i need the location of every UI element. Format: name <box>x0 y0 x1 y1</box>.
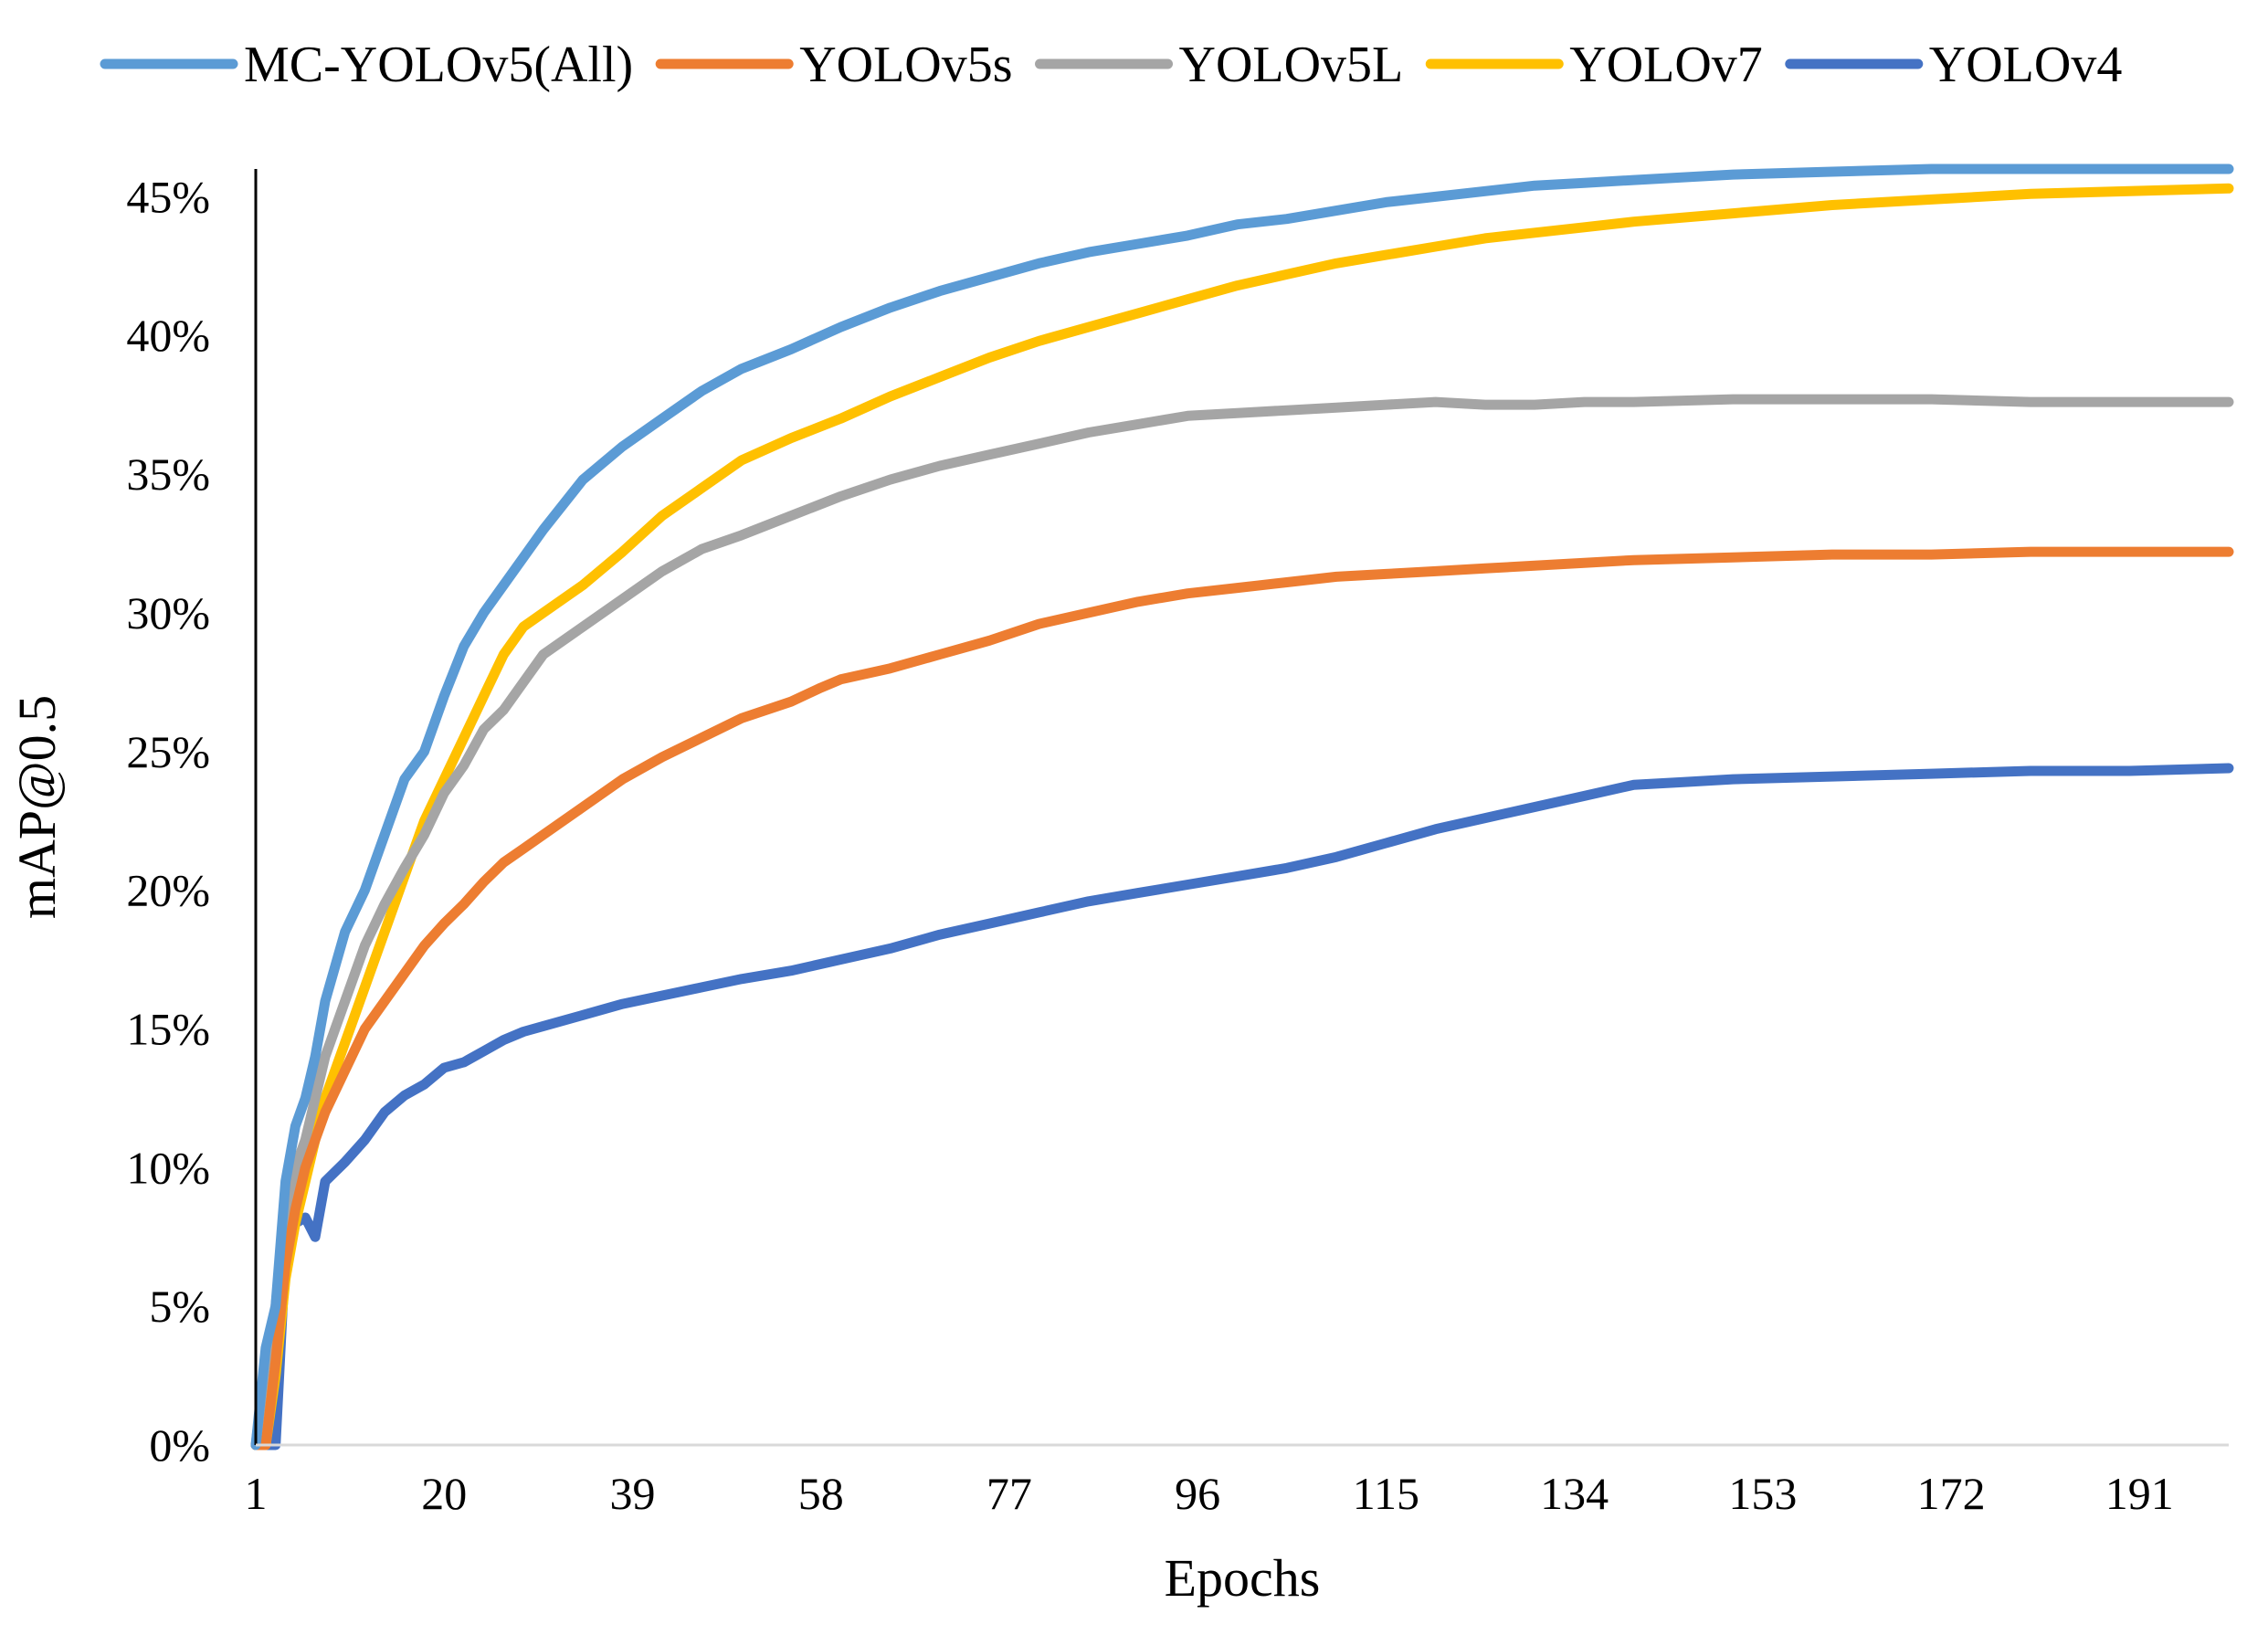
y-axis-title: mAP@0.5 <box>7 695 67 919</box>
legend-label: YOLOv4 <box>1929 37 2123 93</box>
series-line <box>250 164 2234 1450</box>
y-tick-label: 5% <box>149 1281 210 1332</box>
y-tick-label: 20% <box>126 865 210 916</box>
x-axis-tick-labels: 1 20 39 58 77 96 115 134 153 172 191 <box>245 1468 2174 1519</box>
legend-item: YOLOv5L <box>1035 37 1404 93</box>
x-tick-label: 172 <box>1917 1468 1986 1519</box>
x-tick-label: 1 <box>245 1468 268 1519</box>
y-tick-label: 25% <box>126 726 210 777</box>
y-tick-label: 0% <box>149 1419 210 1471</box>
legend-item: YOLOv7 <box>1425 37 1763 93</box>
legend-item: YOLOv4 <box>1785 37 2123 93</box>
y-tick-label: 35% <box>126 448 210 500</box>
legend-item: MC-YOLOv5(All) <box>100 37 633 93</box>
legend-label: YOLOv7 <box>1569 37 1763 93</box>
y-tick-label: 40% <box>126 310 210 361</box>
legend: MC-YOLOv5(All) YOLOv5s YOLOv5L YOLOv7 YOLOv4 <box>100 37 2123 93</box>
legend-item: YOLOv5s <box>655 37 1013 93</box>
series-line <box>250 394 2234 1450</box>
series-line <box>250 183 2234 1450</box>
x-tick-label: 115 <box>1353 1468 1419 1519</box>
series-line <box>250 763 2234 1450</box>
y-tick-label: 15% <box>126 1003 210 1054</box>
legend-label: YOLOv5s <box>799 37 1012 93</box>
x-tick-label: 153 <box>1728 1468 1797 1519</box>
y-tick-label: 45% <box>126 171 210 222</box>
legend-label: MC-YOLOv5(All) <box>244 37 633 93</box>
x-tick-label: 191 <box>2105 1468 2174 1519</box>
series-lines <box>250 164 2234 1450</box>
x-tick-label: 96 <box>1175 1468 1220 1519</box>
y-axis-tick-labels: 0% 5% 10% 15% 20% 25% 30% 35% 40% 45% <box>126 171 210 1471</box>
x-tick-label: 77 <box>986 1468 1032 1519</box>
x-tick-label: 58 <box>798 1468 844 1519</box>
x-tick-label: 134 <box>1540 1468 1609 1519</box>
legend-label: YOLOv5L <box>1179 37 1404 93</box>
x-axis-title: Epochs <box>1165 1548 1321 1608</box>
series-line <box>250 546 2234 1450</box>
y-tick-label: 10% <box>126 1142 210 1193</box>
x-tick-label: 39 <box>609 1468 655 1519</box>
y-tick-label: 30% <box>126 587 210 638</box>
x-tick-label: 20 <box>421 1468 467 1519</box>
